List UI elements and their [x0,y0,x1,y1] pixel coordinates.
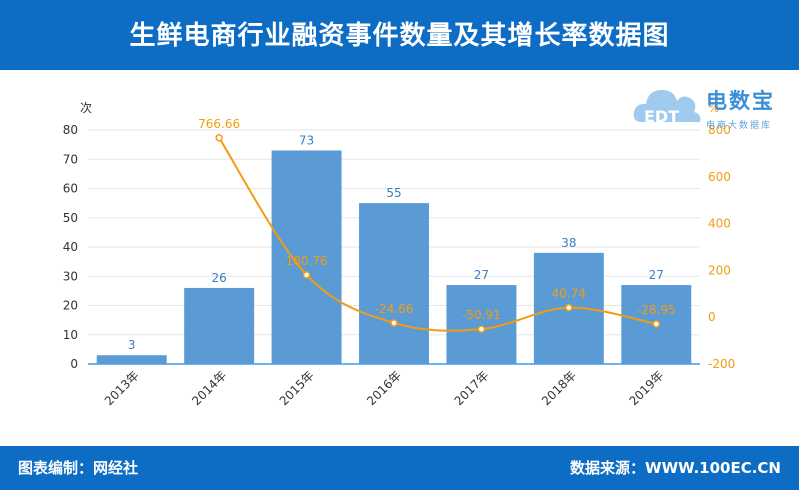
line-value-label: -24.66 [375,302,414,316]
y-right-tick-label: -200 [708,357,735,371]
line-value-label: -50.91 [462,308,501,322]
chart-title-bar: 生鲜电商行业融资事件数量及其增长率数据图 [0,0,799,70]
bar-value-label: 38 [561,236,576,250]
footer-credit: 图表编制：网经社 [18,459,139,477]
y-left-tick-label: 70 [63,152,78,166]
line-value-label: -28.95 [637,303,676,317]
x-tick-label: 2019年 [626,368,666,408]
logo-name: 电数宝 [706,89,775,113]
y-right-tick-label: 600 [708,170,731,184]
bar [359,203,429,364]
x-tick-label: 2014年 [189,368,229,408]
line-value-label: 40.74 [552,287,586,301]
bar-value-label: 26 [212,271,227,285]
line-point [215,134,223,142]
line-value-label: 766.66 [198,117,240,131]
line-point [302,271,311,279]
bar-value-label: 27 [649,268,664,282]
y-right-unit-label: % [708,101,719,115]
line-point [652,320,661,328]
y-left-unit-label: 次 [80,101,92,115]
y-left-tick-label: 30 [63,269,78,283]
bar-value-label: 55 [386,186,401,200]
bar-value-label: 27 [474,268,489,282]
bar [184,287,255,364]
cloud-logo-icon: EDT [633,90,701,126]
line-value-label: 180.76 [286,254,328,268]
logo-mark: EDT [644,107,679,126]
chart-title: 生鲜电商行业融资事件数量及其增长率数据图 [129,21,670,51]
footer-bar: 图表编制：网经社 数据来源：WWW.100EC.CN [0,446,799,490]
bar [271,150,342,364]
line-point [565,303,573,312]
x-tick-label: 2015年 [277,368,317,408]
y-left-tick-label: 20 [63,299,78,313]
line-point [390,319,398,327]
y-right-tick-label: 800 [708,123,731,137]
y-left-tick-label: 0 [70,357,78,371]
logo: EDT 电数宝 电商大数据库 [630,76,795,136]
logo-tagline: 电商大数据库 [706,121,773,131]
bar-value-label: 3 [128,338,136,352]
combo-chart: 0 10 20 30 40 50 60 70 80 -200 0 200 400 600 800 次 % 3 26 7… [63,101,736,408]
x-tick-label: 2018年 [539,368,579,408]
bar [96,355,167,364]
x-tick-label: 2013年 [102,368,142,408]
line-point [477,325,486,333]
footer-source: 数据来源：WWW.100EC.CN [570,459,781,477]
x-tick-label: 2017年 [452,368,492,408]
y-right-tick-label: 200 [708,263,731,277]
y-right-tick-label: 0 [708,310,716,324]
x-tick-label: 2016年 [364,368,404,408]
y-left-tick-label: 80 [63,123,78,137]
y-right-tick-label: 400 [708,217,731,231]
y-left-tick-label: 40 [63,240,78,254]
y-left-tick-label: 50 [63,211,78,225]
bar-value-label: 73 [299,133,314,147]
y-left-tick-label: 60 [63,182,78,196]
y-left-tick-label: 10 [63,328,78,342]
